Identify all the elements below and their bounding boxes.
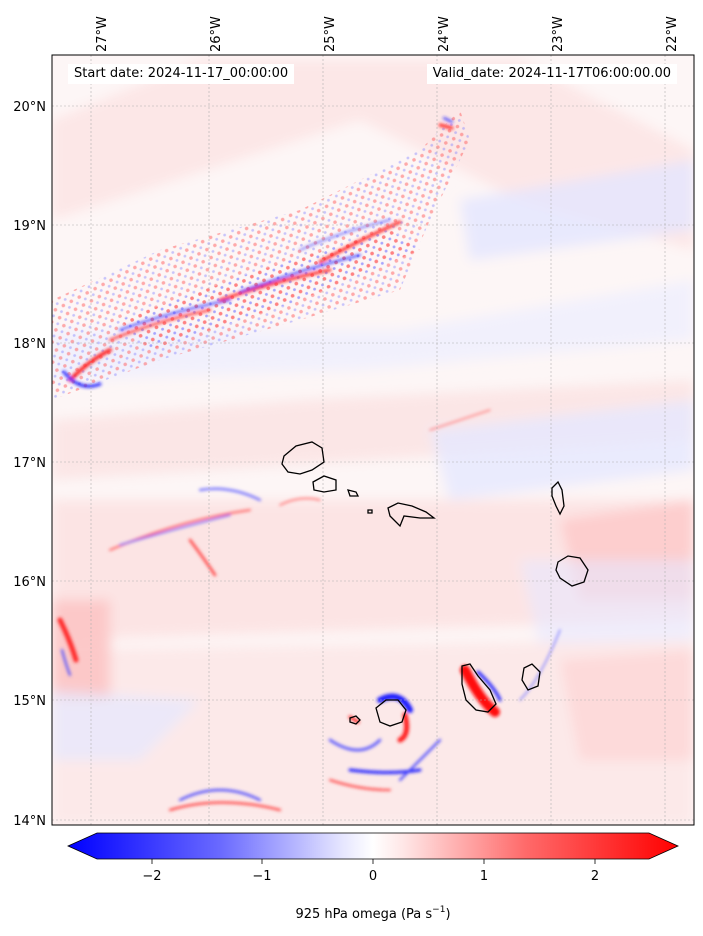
colorbar: −2 −1 0 1 2 925 hPa omega (Pa s−1)	[67, 832, 679, 922]
colorbar-body	[67, 832, 679, 860]
wave-streaks-south	[169, 665, 502, 811]
lat-label: 15°N	[13, 694, 46, 709]
lon-label: 27°W	[95, 16, 110, 52]
island-sao-nicolau	[387, 502, 436, 528]
colorbar-title: 925 hPa omega (Pa s−1)	[295, 905, 450, 922]
lon-label: 22°W	[665, 16, 680, 52]
start-date-label: Start date: 2024-11-17_00:00:00	[68, 64, 295, 84]
colorbar-tick-label: −1	[252, 869, 271, 884]
island-boa-vista	[555, 555, 589, 587]
valid-date-label: Valid_date: 2024-11-17T06:00:00.00	[426, 64, 677, 84]
wave-streaks	[57, 117, 454, 676]
colorbar-tick-label: 0	[369, 869, 377, 884]
latitude-labels: 20°N 19°N 18°N 17°N 16°N 15°N 14°N	[13, 100, 46, 829]
longitude-labels: 27°W 26°W 25°W 24°W 23°W 22°W	[95, 16, 680, 52]
lon-label: 23°W	[551, 16, 566, 52]
colorbar-ticks	[151, 859, 596, 864]
lat-label: 16°N	[13, 575, 46, 590]
island-ilheu-raso	[367, 509, 373, 514]
map-plot-area	[52, 55, 694, 825]
wave-streaks-central	[109, 409, 561, 701]
island-fogo	[375, 699, 407, 727]
island-maio	[521, 663, 541, 691]
island-sao-vicente	[312, 475, 337, 493]
lon-label: 25°W	[323, 16, 338, 52]
map-frame	[51, 54, 695, 826]
land-outline	[281, 441, 589, 727]
lon-label: 24°W	[437, 16, 452, 52]
wave-band-north	[52, 110, 470, 400]
colorbar-tick-label: 2	[591, 869, 599, 884]
island-santa-luzia	[347, 489, 360, 497]
island-santiago	[461, 663, 497, 713]
omega-field	[52, 60, 694, 825]
island-santo-antao	[281, 441, 325, 475]
colorbar-tick-label: −2	[142, 869, 161, 884]
lat-label: 14°N	[13, 814, 46, 829]
lat-label: 18°N	[13, 337, 46, 352]
island-sal	[551, 480, 565, 516]
colorbar-tick-label: 1	[480, 869, 488, 884]
lat-label: 20°N	[13, 100, 46, 115]
lat-label: 17°N	[13, 456, 46, 471]
lon-label: 26°W	[209, 16, 224, 52]
island-brava	[349, 715, 361, 725]
gridlines	[52, 55, 694, 825]
lat-label: 19°N	[13, 219, 46, 234]
